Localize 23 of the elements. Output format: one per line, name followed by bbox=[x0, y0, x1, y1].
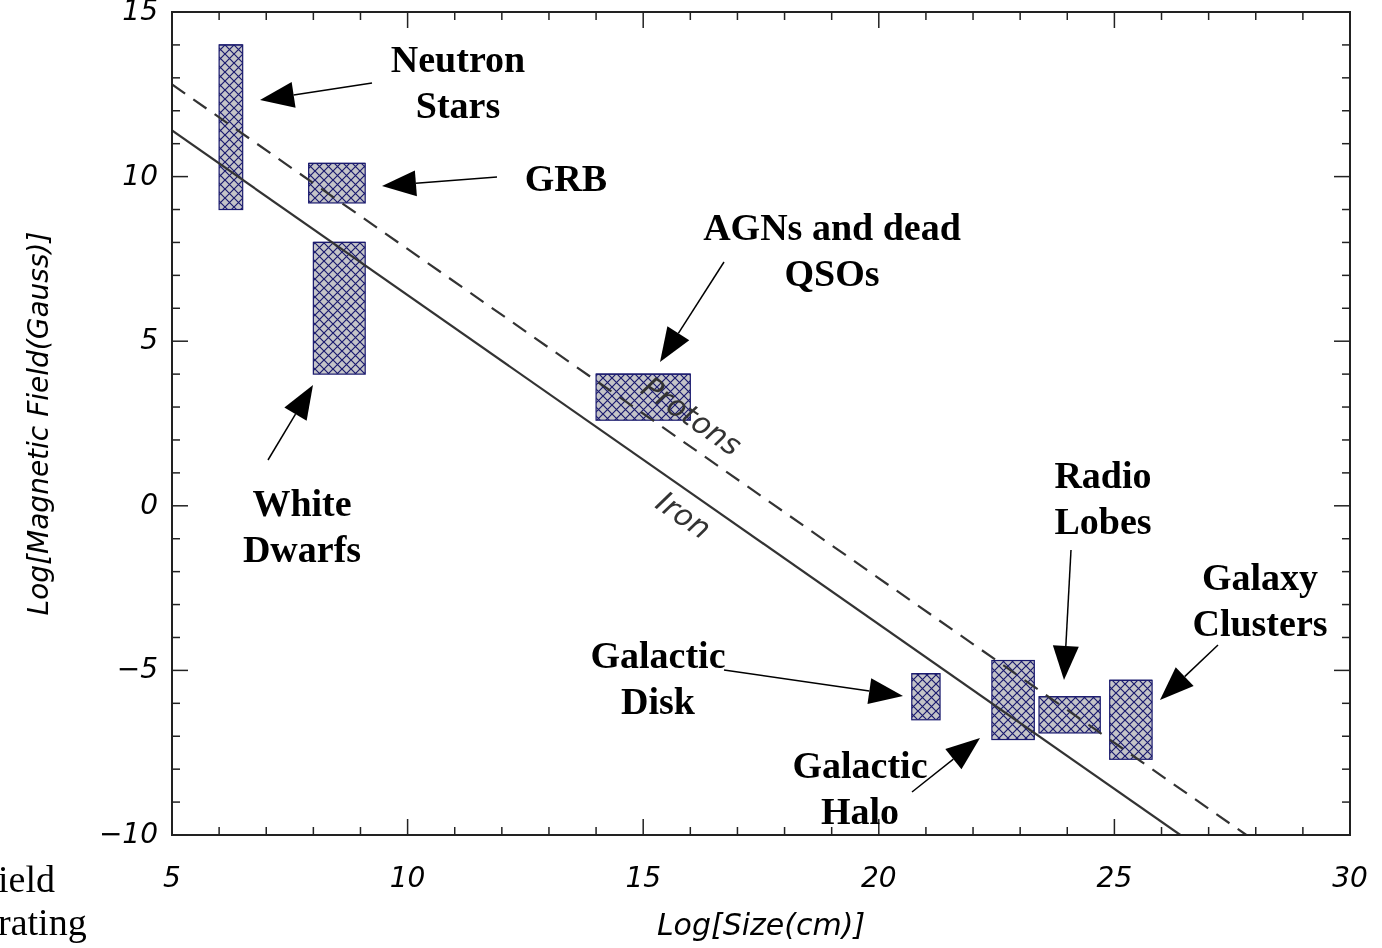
x-tick-label: 10 bbox=[389, 861, 426, 894]
text: Iron bbox=[649, 483, 718, 546]
y-tick-label: 15 bbox=[122, 0, 158, 27]
annotation: Galactic Disk bbox=[590, 634, 726, 722]
x-tick-label: 30 bbox=[1332, 861, 1368, 894]
annotation: White Dwarfs bbox=[242, 482, 362, 570]
y-tick-label: 10 bbox=[122, 158, 158, 192]
y-tick-label: −10 bbox=[98, 817, 158, 850]
x-tick-label: 15 bbox=[625, 861, 662, 894]
y-axis-title: Log[Magnetic Field(Gauss)] bbox=[22, 231, 55, 616]
annotation: Galactic Halo bbox=[792, 744, 928, 832]
x-tick-label: 25 bbox=[1096, 861, 1133, 894]
y-tick-label: 0 bbox=[140, 487, 158, 521]
y-tick-label: 5 bbox=[140, 323, 158, 357]
x-tick-label: 5 bbox=[163, 861, 181, 894]
annotation: Radio Lobes bbox=[1054, 454, 1152, 542]
annotation: Galaxy Clusters bbox=[1192, 556, 1328, 644]
y-tick-label: −5 bbox=[116, 652, 158, 686]
x-axis-title: Log[Size(cm)] bbox=[656, 907, 866, 942]
annotation: AGNs and dead QSOs bbox=[703, 206, 961, 294]
x-tick-label: 20 bbox=[860, 861, 897, 894]
annotation: GRB bbox=[524, 157, 608, 199]
annotation: Neutron Stars bbox=[390, 38, 526, 126]
